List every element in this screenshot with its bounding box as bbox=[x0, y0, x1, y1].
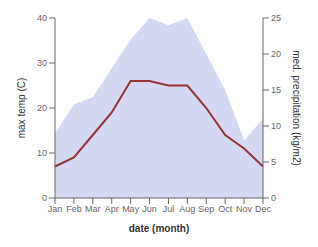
svg-text:10: 10 bbox=[271, 121, 281, 131]
svg-text:15: 15 bbox=[271, 85, 281, 95]
svg-text:5: 5 bbox=[271, 157, 276, 167]
svg-text:Sep: Sep bbox=[198, 204, 214, 214]
svg-text:Jan: Jan bbox=[48, 204, 63, 214]
svg-text:Aug: Aug bbox=[179, 204, 195, 214]
svg-text:30: 30 bbox=[37, 58, 47, 68]
svg-text:20: 20 bbox=[271, 49, 281, 59]
svg-text:0: 0 bbox=[271, 193, 276, 203]
svg-text:med. precipitation (kg/m2): med. precipitation (kg/m2) bbox=[291, 50, 302, 166]
svg-text:40: 40 bbox=[37, 13, 47, 23]
svg-text:25: 25 bbox=[271, 13, 281, 23]
svg-text:date (month): date (month) bbox=[129, 223, 190, 234]
svg-text:Jul: Jul bbox=[163, 204, 175, 214]
svg-text:Mar: Mar bbox=[85, 204, 101, 214]
svg-text:max temp (C): max temp (C) bbox=[16, 78, 27, 139]
svg-text:20: 20 bbox=[37, 103, 47, 113]
svg-text:Nov: Nov bbox=[236, 204, 253, 214]
svg-text:Apr: Apr bbox=[105, 204, 119, 214]
svg-text:Dec: Dec bbox=[255, 204, 272, 214]
svg-text:Jun: Jun bbox=[142, 204, 157, 214]
svg-text:10: 10 bbox=[37, 148, 47, 158]
svg-text:0: 0 bbox=[42, 193, 47, 203]
svg-text:Oct: Oct bbox=[218, 204, 233, 214]
svg-text:May: May bbox=[122, 204, 140, 214]
svg-text:Feb: Feb bbox=[66, 204, 82, 214]
